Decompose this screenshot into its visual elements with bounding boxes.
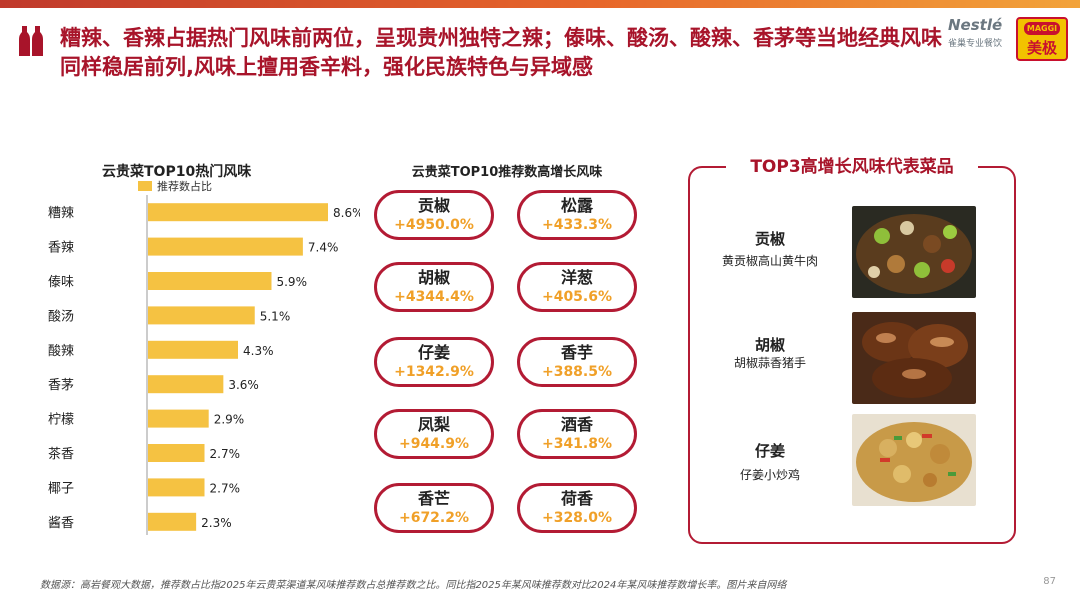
bar: [148, 512, 197, 531]
maggi-wordmark: MAGGI: [1024, 22, 1060, 35]
growth-flavor-name: 凤梨: [417, 415, 450, 434]
dish-flavor-2: 胡椒: [754, 336, 785, 354]
bar-category-label: 茶香: [48, 446, 74, 462]
growth-rate: +328.0%: [541, 510, 613, 526]
wine-bottles-icon: [19, 26, 43, 56]
nestle-logo: Nestlé 雀巢专业餐饮: [944, 14, 1014, 64]
brand-logos: Nestlé 雀巢专业餐饮 MAGGI 美极: [944, 14, 1072, 64]
growth-pill: 贡椒 +4950.0%: [374, 190, 494, 240]
flavor-bar-chart: 糟辣 8.6% 香辣 7.4% 傣味 5.9% 酸汤 5.1% 酸辣 4.3% 香茅 3.6% 柠檬 2.…: [48, 195, 360, 535]
legend-swatch: [138, 181, 152, 191]
bar-category-label: 酸辣: [48, 344, 74, 359]
bar: [148, 237, 303, 256]
bar: [148, 306, 255, 325]
dish-photo-ginger-chicken: [852, 414, 976, 506]
growth-pill: 酒香 +341.8%: [517, 409, 637, 459]
nestle-wordmark: Nestlé: [948, 16, 1003, 34]
growth-rate: +388.5%: [541, 364, 613, 380]
growth-rate: +4950.0%: [394, 217, 474, 233]
growth-pill: 荷香 +328.0%: [517, 483, 637, 533]
bar: [148, 375, 224, 394]
bar-value-label: 7.4%: [308, 241, 339, 255]
page-headline: 糟辣、香辣占据热门风味前两位，呈现贵州独特之辣；傣味、酸汤、酸辣、香茅等当地经典…: [60, 26, 942, 79]
growth-pill: 洋葱 +405.6%: [517, 262, 637, 312]
bar: [148, 409, 209, 428]
bar-category-label: 香茅: [48, 378, 74, 393]
dish-photo-pork-trotter: [852, 312, 976, 404]
growth-pill: 香芋 +388.5%: [517, 337, 637, 387]
growth-flavor-name: 松露: [560, 196, 593, 215]
bar-chart-legend: 推荐数占比: [138, 178, 212, 194]
growth-pill: 凤梨 +944.9%: [374, 409, 494, 459]
bar-category-label: 香辣: [48, 241, 74, 256]
dish-panel-title: TOP3高增长风味代表菜品: [726, 152, 978, 182]
bar: [148, 478, 205, 497]
growth-flavor-name: 仔姜: [417, 343, 450, 362]
bar-value-label: 2.3%: [201, 516, 232, 530]
bar-category-label: 柠檬: [48, 413, 74, 428]
bar-value-label: 2.9%: [214, 413, 245, 427]
bar: [148, 272, 272, 290]
nestle-subtitle: 雀巢专业餐饮: [948, 39, 1003, 49]
growth-flavor-name: 贡椒: [417, 196, 450, 215]
bar-value-label: 5.9%: [276, 275, 307, 289]
bar-value-label: 8.6%: [333, 206, 360, 220]
growth-rate: +341.8%: [541, 436, 613, 452]
bar: [148, 340, 238, 359]
growth-flavor-name: 洋葱: [560, 268, 593, 287]
growth-flavor-name: 香芒: [417, 489, 450, 508]
dish-name-1: 黄贡椒高山黄牛肉: [721, 254, 818, 268]
growth-flavor-name: 香芋: [560, 343, 593, 362]
growth-pill: 松露 +433.3%: [517, 190, 637, 240]
dish-flavor-3: 仔姜: [754, 442, 785, 460]
bar-chart-title: 云贵菜TOP10热门风味: [102, 164, 252, 180]
growth-pill: 胡椒 +4344.4%: [374, 262, 494, 312]
growth-flavor-name: 胡椒: [417, 268, 450, 287]
dish-photo-beef: [852, 206, 976, 298]
dish-name-3: 仔姜小炒鸡: [739, 468, 800, 482]
page-number: 87: [1043, 576, 1056, 587]
growth-rate: +405.6%: [541, 289, 613, 305]
bar-category-label: 酱香: [48, 516, 74, 531]
bar-category-label: 糟辣: [48, 206, 74, 221]
bar: [148, 444, 205, 462]
bar: [148, 203, 328, 222]
growth-rate: +944.9%: [398, 436, 470, 452]
growth-pill: 仔姜 +1342.9%: [374, 337, 494, 387]
growth-pill: 香芒 +672.2%: [374, 483, 494, 533]
bar-value-label: 4.3%: [243, 344, 274, 358]
growth-rate: +672.2%: [398, 510, 470, 526]
dish-flavor-1: 贡椒: [754, 230, 785, 248]
growth-rate: +4344.4%: [394, 289, 474, 305]
growth-rate: +433.3%: [541, 217, 613, 233]
maggi-chinese-name: 美极: [1026, 39, 1057, 57]
bar-category-label: 酸汤: [48, 309, 74, 324]
bar-value-label: 2.7%: [210, 481, 241, 495]
bar-value-label: 5.1%: [260, 309, 291, 323]
growth-rate: +1342.9%: [394, 364, 474, 380]
bar-category-label: 椰子: [48, 481, 74, 496]
growth-flavor-name: 酒香: [560, 415, 593, 434]
top-accent-bar: [0, 0, 1080, 8]
data-source-note: 数据源：高岩餐观大数据，推荐数占比指2025年云贵菜渠道某风味推荐数占总推荐数之…: [40, 580, 787, 591]
bar-value-label: 2.7%: [210, 447, 241, 461]
dish-name-2: 胡椒蒜香猪手: [733, 356, 806, 370]
growth-flavor-name: 荷香: [560, 489, 593, 508]
legend-label: 推荐数占比: [157, 180, 212, 193]
bar-value-label: 3.6%: [228, 378, 258, 392]
growth-section-title: 云贵菜TOP10推荐数高增长风味: [411, 165, 603, 180]
maggi-logo: MAGGI 美极: [1016, 17, 1068, 61]
bar-category-label: 傣味: [48, 275, 74, 290]
